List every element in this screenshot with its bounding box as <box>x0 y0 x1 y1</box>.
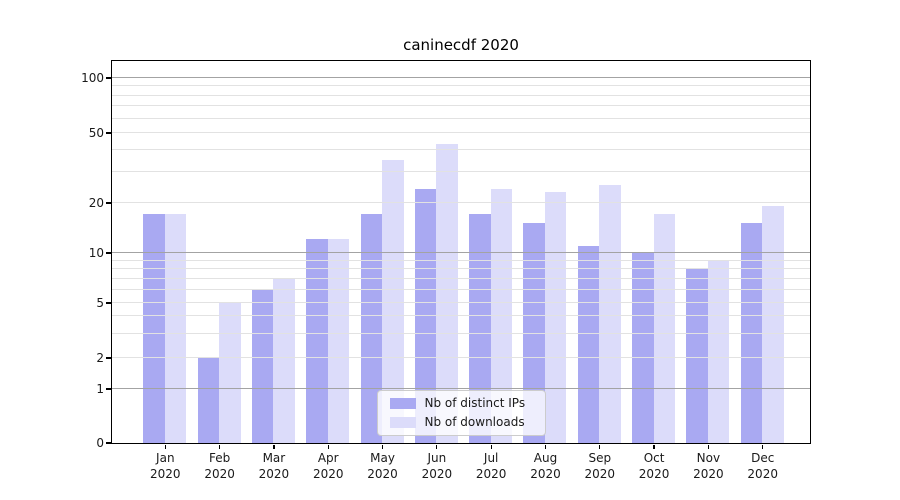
bar-nov-downloads <box>707 260 730 443</box>
bar-may-distinct-ips <box>360 214 383 443</box>
grid-layer <box>111 61 810 443</box>
x-axis-tick-mark-mar <box>273 444 275 449</box>
bar-jun-downloads <box>436 144 458 443</box>
bar-feb-downloads <box>219 302 241 443</box>
y-axis-tick-mark-20 <box>106 202 111 204</box>
gridline-70 <box>111 105 810 107</box>
gridline-5 <box>111 302 810 303</box>
y-axis-tick-label-20: 20 <box>88 196 104 210</box>
y-axis-tick-mark-0 <box>106 442 111 444</box>
x-axis-tick-mark-oct <box>653 444 655 449</box>
gridline-1 <box>111 388 810 389</box>
gridline-7 <box>111 277 810 279</box>
gridline-100 <box>111 77 810 78</box>
y-axis-tick-mark-5 <box>106 302 111 304</box>
x-axis-tick-label-sep: Sep 2020 <box>584 451 616 481</box>
gridline-40 <box>111 149 810 151</box>
bar-mar-distinct-ips <box>251 289 274 443</box>
chart-title: caninecdf 2020 <box>403 36 519 54</box>
gridline-4 <box>111 315 810 317</box>
bar-oct-distinct-ips <box>632 252 654 443</box>
gridline-3 <box>111 332 810 334</box>
y-axis-tick-label-100: 100 <box>81 71 104 85</box>
x-axis-tick-label-aug: Aug 2020 <box>530 451 561 481</box>
bar-jan-downloads <box>164 214 187 443</box>
legend-item-downloads: Nb of downloads <box>389 415 535 429</box>
x-axis-tick-label-nov: Nov 2020 <box>693 451 724 481</box>
gridline-50 <box>111 132 810 133</box>
x-axis-tick-label-jan: Jan 2020 <box>150 451 181 481</box>
x-axis-tick-mark-sep <box>599 444 601 449</box>
x-axis-tick-mark-aug <box>544 444 547 449</box>
y-axis-tick-mark-100 <box>106 77 111 79</box>
x-axis-tick-mark-jun <box>436 444 438 449</box>
gridline-2 <box>111 357 810 358</box>
gridline-60 <box>111 117 810 119</box>
y-axis-tick-label-0: 0 <box>96 436 104 450</box>
x-axis-tick-mark-may <box>381 444 384 449</box>
y-axis-tick-mark-10 <box>106 252 111 254</box>
legend-swatch-distinct-ips <box>389 397 416 409</box>
bar-dec-downloads <box>762 206 784 443</box>
plot-area: Nb of distinct IPs Nb of downloads <box>110 59 811 444</box>
y-axis-tick-mark-1 <box>106 388 111 390</box>
bar-sep-downloads <box>599 185 621 443</box>
x-axis-tick-mark-jan <box>164 444 166 449</box>
bar-jul-distinct-ips <box>469 214 491 443</box>
x-axis-tick-label-dec: Dec 2020 <box>747 451 778 481</box>
legend-label-downloads: Nb of downloads <box>424 415 525 429</box>
gridline-6 <box>111 288 810 290</box>
x-axis-tick-label-mar: Mar 2020 <box>258 451 290 481</box>
x-axis-tick-label-feb: Feb 2020 <box>204 451 235 481</box>
gridline-20 <box>111 202 810 203</box>
gridline-90 <box>111 85 810 87</box>
bar-apr-downloads <box>327 239 350 443</box>
gridline-80 <box>111 94 810 96</box>
x-axis-tick-label-jun: Jun 2020 <box>421 451 453 481</box>
bar-may-downloads <box>382 159 404 443</box>
legend-item-distinct-ips: Nb of distinct IPs <box>389 396 535 410</box>
gridline-30 <box>111 171 810 173</box>
y-axis-tick-mark-50 <box>106 132 111 134</box>
x-axis-tick-mark-nov <box>707 444 709 449</box>
gridline-9 <box>111 259 810 261</box>
gridline-10 <box>111 252 810 253</box>
bar-feb-distinct-ips <box>197 357 220 443</box>
y-axis-tick-label-5: 5 <box>96 296 104 310</box>
bar-apr-distinct-ips <box>306 239 328 443</box>
bar-jan-distinct-ips <box>143 214 165 443</box>
x-axis-tick-label-apr: Apr 2020 <box>312 451 344 481</box>
x-axis-tick-mark-feb <box>219 444 221 449</box>
x-axis-tick-mark-apr <box>327 444 329 449</box>
bar-sep-distinct-ips <box>577 245 600 443</box>
bar-mar-downloads <box>273 278 295 443</box>
x-axis-tick-label-jul: Jul 2020 <box>475 451 507 481</box>
x-axis-tick-label-may: May 2020 <box>367 451 398 481</box>
y-axis-tick-mark-2 <box>106 357 111 359</box>
legend: Nb of distinct IPs Nb of downloads <box>376 389 546 436</box>
x-axis-tick-mark-dec <box>762 444 764 449</box>
y-axis-tick-label-50: 50 <box>88 126 104 140</box>
legend-swatch-downloads <box>389 416 416 428</box>
x-axis-tick-mark-jul <box>490 444 492 449</box>
bar-aug-downloads <box>544 191 567 443</box>
y-axis-tick-label-1: 1 <box>96 382 104 396</box>
gridline-8 <box>111 268 810 270</box>
bar-oct-downloads <box>653 214 676 443</box>
bars-layer <box>112 61 810 443</box>
bar-nov-distinct-ips <box>686 268 708 443</box>
y-axis-tick-label-10: 10 <box>88 246 104 260</box>
legend-label-distinct-ips: Nb of distinct IPs <box>424 396 526 410</box>
x-axis-tick-label-oct: Oct 2020 <box>638 451 670 481</box>
y-axis-tick-label-2: 2 <box>96 351 104 365</box>
